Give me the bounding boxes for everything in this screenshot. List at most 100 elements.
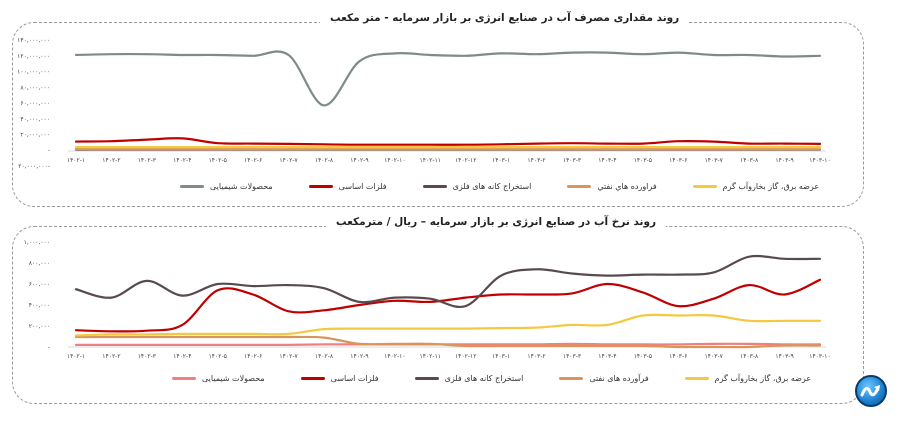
legend-item-basic-metals: فلزات اساسی [300,374,379,383]
legend-label: فلزات اساسی [338,182,387,191]
trend-arrow-icon [860,385,880,397]
y-tick-label: ۱۲۰,۰۰۰,۰۰۰ [17,53,50,60]
x-tick-label: ۱۴۰۳-۸ [740,353,759,360]
legend-swatch-icon [684,377,709,380]
y-tick-label: ۶۰,۰۰۰,۰۰۰ [20,100,50,107]
x-tick-label: ۱۴۰۲-۹ [350,157,368,164]
y-tick-label: - [48,344,50,351]
top-chart-title: روند مقداری مصرف آب در صنایع انرژی بر با… [320,12,690,24]
series-line [74,137,822,146]
x-tick-label: ۱۴۰۳-۱ [492,157,510,164]
x-tick-label: ۱۴۰۳-۸ [740,157,759,164]
legend-label: استخراج کانه های فلزی [444,374,524,383]
legend-item-basic-metals: فلزات اساسی [308,182,387,191]
legend-label: فرآورده های نفتی [589,374,649,383]
x-tick-label: ۱۴۰۳-۷ [705,353,724,360]
legend-swatch-icon [300,377,325,380]
bottom-legend: محصولات شیمیایی فلزات اساسی استخراج کانه… [172,374,811,383]
legend-swatch-icon [692,185,717,188]
x-tick-label: ۱۴۰۲-۴ [173,353,191,360]
x-tick-label: ۱۴۰۳-۲ [527,353,545,360]
x-tick-label: ۱۴۰۲-۸ [315,353,334,360]
top-x-axis: ۱۴۰۲-۱ ۱۴۰۲-۲ ۱۴۰۲-۳ ۱۴۰۲-۴ ۱۴۰۲-۵ ۱۴۰۲-۶ ۱۴۰۲… [67,157,831,164]
legend-label: عرضه برق، گاز بخاروآب گرم [722,182,820,191]
legend-swatch-icon [567,185,592,188]
x-tick-label: ۱۴۰۲-۱۰ [384,353,406,360]
x-tick-label: ۱۴۰۲-۱۱ [420,157,442,164]
x-tick-label: ۱۴۰۲-۶ [244,157,262,164]
top-plot-lines [74,50,822,151]
y-tick-label: ۸۰۰,۰۰۰ [29,260,50,267]
y-tick-label: ۴۰,۰۰۰,۰۰۰ [20,116,50,123]
legend-item-utilities: عرضه برق، گاز بخاروآب گرم [692,182,820,191]
legend-item-oil-products: فرآورده های نفتی [559,374,649,383]
x-tick-label: ۱۴۰۲-۵ [209,157,227,164]
legend-label: عرضه برق، گاز بخاروآب گرم [714,374,812,383]
x-tick-label: ۱۴۰۳-۹ [775,353,793,360]
y-tick-label: ۲۰,۰۰۰,۰۰۰- [18,163,50,170]
bottom-chart-title: روند نرخ آب در صنایع انرژی بر بازار سرما… [326,216,667,228]
legend-swatch-icon [172,377,196,380]
legend-item-metal-ore-mining: استخراج کانه های فلزی [414,374,524,383]
legend-item-petrochemicals: محصولات شیمیایی [180,182,273,191]
x-tick-label: ۱۴۰۲-۱۰ [384,157,406,164]
series-line [74,50,822,107]
series-line [74,254,822,309]
series-line [74,335,822,349]
top-y-axis: ۱۴۰,۰۰۰,۰۰۰ ۱۲۰,۰۰۰,۰۰۰ ۱۰۰,۰۰۰,۰۰۰ ۸۰,۰۰۰,… [17,37,50,170]
legend-item-petrochemicals: محصولات شیمیایی [172,374,265,383]
x-tick-label: ۱۴۰۲-۱۲ [455,353,477,360]
x-tick-label: ۱۴۰۲-۹ [350,353,368,360]
legend-label: فراورده هاي نفتي [597,182,657,191]
x-tick-label: ۱۴۰۲-۷ [279,157,298,164]
x-tick-label: ۱۴۰۳-۷ [705,157,724,164]
x-tick-label: ۱۴۰۲-۸ [315,157,334,164]
legend-label: استخراج کانه های فلزی [452,182,532,191]
x-tick-label: ۱۴۰۳-۶ [669,353,687,360]
x-tick-label: ۱۴۰۳-۱۰ [809,353,831,360]
x-tick-label: ۱۴۰۲-۲ [102,353,120,360]
legend-swatch-icon [559,377,584,380]
legend-label: محصولات شیمیایی [202,374,265,383]
x-tick-label: ۱۴۰۲-۳ [138,157,157,164]
legend-swatch-icon [422,185,447,188]
x-tick-label: ۱۴۰۲-۱ [67,157,85,164]
x-tick-label: ۱۴۰۳-۳ [563,353,582,360]
x-tick-label: ۱۴۰۲-۶ [244,353,262,360]
x-tick-label: ۱۴۰۲-۵ [209,353,227,360]
x-tick-label: ۱۴۰۲-۲ [102,157,120,164]
x-tick-label: ۱۴۰۳-۹ [775,157,793,164]
series-line [74,313,822,337]
y-tick-label: ۲۰,۰۰۰,۰۰۰ [20,132,50,139]
bottom-y-axis: ۱,۰۰۰,۰۰۰ ۸۰۰,۰۰۰ ۶۰۰,۰۰۰ ۴۰۰,۰۰۰ ۲۰۰,۰۰۰ - [24,239,50,351]
legend-label: محصولات شیمیایی [210,182,273,191]
legend-swatch-icon [180,185,204,188]
y-tick-label: ۱۰۰,۰۰۰,۰۰۰ [17,69,50,76]
x-tick-label: ۱۴۰۳-۱۰ [809,157,831,164]
x-tick-label: ۱۴۰۳-۵ [634,353,652,360]
x-tick-label: ۱۴۰۳-۱ [492,353,510,360]
series-line [74,278,822,333]
top-legend: محصولات شیمیایی فلزات اساسی استخراج کانه… [180,182,819,191]
y-tick-label: ۸۰,۰۰۰,۰۰۰ [20,84,50,91]
y-tick-label: ۱,۰۰۰,۰۰۰ [24,239,50,246]
bottom-x-axis: ۱۴۰۲-۱ ۱۴۰۲-۲ ۱۴۰۲-۳ ۱۴۰۲-۴ ۱۴۰۲-۵ ۱۴۰۲-۶ ۱۴۰۲… [67,353,831,360]
legend-item-utilities: عرضه برق، گاز بخاروآب گرم [684,374,812,383]
x-tick-label: ۱۴۰۲-۱۱ [420,353,442,360]
x-tick-label: ۱۴۰۳-۵ [634,157,652,164]
x-tick-label: ۱۴۰۳-۴ [598,353,616,360]
legend-swatch-icon [308,185,333,188]
legend-item-oil-products: فراورده هاي نفتي [567,182,657,191]
x-tick-label: ۱۴۰۳-۳ [563,157,582,164]
x-tick-label: ۱۴۰۲-۷ [279,353,298,360]
y-tick-label: ۴۰۰,۰۰۰ [29,302,50,309]
bottom-plot-lines [74,254,822,349]
x-tick-label: ۱۴۰۲-۱ [67,353,85,360]
x-tick-label: ۱۴۰۳-۴ [598,157,616,164]
x-tick-label: ۱۴۰۲-۳ [138,353,157,360]
x-tick-label: ۱۴۰۳-۲ [527,157,545,164]
brand-logo-icon [855,375,887,407]
legend-item-metal-ore-mining: استخراج کانه های فلزی [422,182,532,191]
legend-swatch-icon [414,377,439,380]
